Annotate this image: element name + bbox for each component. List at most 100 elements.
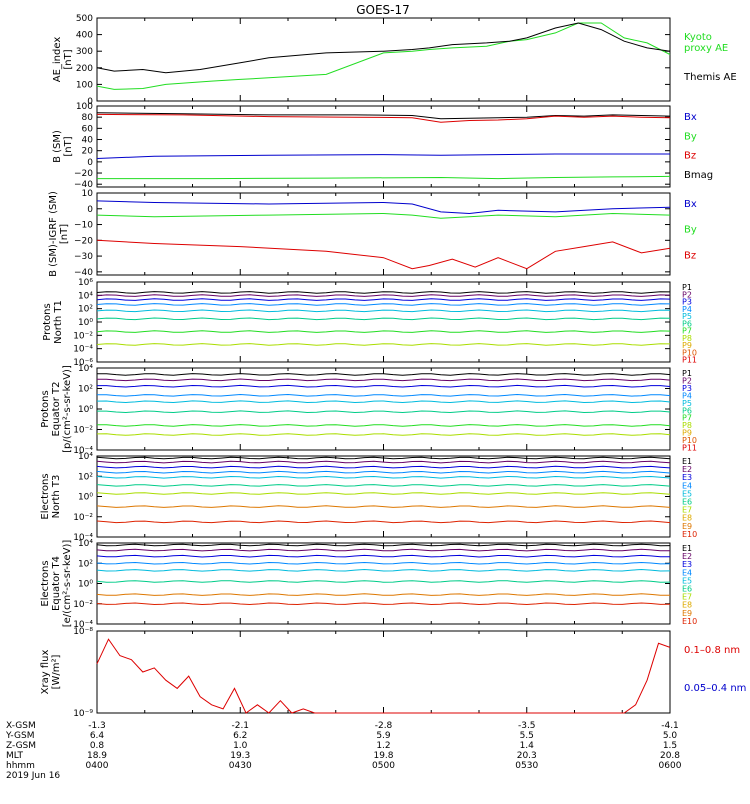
y-tick-label: 200 bbox=[76, 64, 93, 74]
y-tick-label: 10⁻² bbox=[73, 513, 93, 523]
panel-frame bbox=[96, 105, 671, 188]
y-axis-label-line: Xray flux bbox=[40, 650, 51, 695]
table-cell-z-gsm: 1.2 bbox=[376, 741, 390, 751]
series-line-e2 bbox=[96, 548, 671, 552]
series-line-p2 bbox=[97, 378, 671, 382]
series-line-p6 bbox=[96, 317, 671, 321]
table-cell-y-gsm: 6.4 bbox=[90, 731, 105, 741]
series-line-e6 bbox=[96, 484, 671, 487]
table-cell-x-gsm: -3.5 bbox=[518, 721, 536, 731]
series-line-bz bbox=[96, 113, 671, 123]
y-tick-label: 10⁻⁶ bbox=[73, 358, 93, 368]
legend-entry: P11 bbox=[682, 356, 697, 365]
series-line-e10 bbox=[96, 520, 671, 524]
y-tick-label: −40 bbox=[74, 180, 93, 190]
panel-frame bbox=[96, 281, 671, 363]
y-axis-label-line: Protons bbox=[42, 303, 53, 340]
row-label: Y-GSM bbox=[5, 731, 34, 741]
legend-entry: E1 bbox=[682, 544, 692, 553]
legend-entry: P5 bbox=[682, 399, 692, 408]
series-line-bx bbox=[96, 200, 671, 215]
y-tick-label: 10² bbox=[78, 472, 93, 482]
y-axis-label-line: [W/m²] bbox=[51, 654, 62, 689]
series-line-e1 bbox=[96, 543, 671, 547]
y-tick-label: 10⁶ bbox=[78, 278, 93, 288]
y-axis-label-line: North T1 bbox=[53, 300, 64, 344]
series-line-p6 bbox=[97, 410, 671, 414]
y-axis-label-line: [nT] bbox=[59, 224, 70, 244]
y-tick-label: 10⁻⁸ bbox=[73, 627, 93, 637]
y-tick-label: 100 bbox=[76, 102, 93, 112]
y-axis-label-line: B (SM)-IGRF (SM) bbox=[48, 191, 59, 277]
table-cell-y-gsm: 5.9 bbox=[376, 731, 391, 741]
table-cell-z-gsm: 0.8 bbox=[90, 741, 105, 751]
figure-title: GOES-17 bbox=[356, 3, 410, 17]
y-tick-label: 10⁻⁹ bbox=[73, 709, 93, 719]
legend-entry: P7 bbox=[682, 327, 692, 336]
table-cell-hhmm: 0430 bbox=[229, 761, 252, 771]
table-cell-mlt: 20.3 bbox=[517, 751, 537, 761]
legend-entry: By bbox=[684, 131, 697, 142]
legend-entry: E4 bbox=[682, 568, 692, 577]
y-axis-label-line: Equator T4 bbox=[51, 556, 62, 611]
legend-entry: 0.1–0.8 nm bbox=[684, 645, 740, 656]
legend-entry: E3 bbox=[682, 560, 692, 569]
legend-entry: E9 bbox=[682, 609, 692, 618]
series-line-e4 bbox=[96, 561, 671, 565]
panel-frame bbox=[96, 17, 671, 102]
series-line-p4 bbox=[97, 393, 671, 397]
legend-entry: P10 bbox=[682, 348, 697, 357]
row-label: X-GSM bbox=[6, 721, 36, 731]
y-tick-label: 10² bbox=[78, 559, 93, 569]
legend-entry: By bbox=[684, 225, 697, 236]
legend-entry: E2 bbox=[682, 552, 692, 561]
legend-entry: E10 bbox=[682, 617, 697, 626]
y-tick-label: 300 bbox=[76, 47, 93, 57]
legend-entry: Bx bbox=[684, 199, 697, 210]
y-tick-label: 10⁰ bbox=[78, 580, 93, 590]
legend-entry: E6 bbox=[682, 585, 692, 594]
y-tick-label: 0 bbox=[87, 97, 93, 107]
y-tick-label: 10⁴ bbox=[78, 539, 93, 549]
legend-entry: Themis AE bbox=[683, 72, 737, 83]
row-label: Z-GSM bbox=[6, 741, 36, 751]
series-line-e9 bbox=[96, 505, 671, 508]
legend-entry: E7 bbox=[682, 506, 692, 515]
table-cell-z-gsm: 1.0 bbox=[233, 741, 248, 751]
y-tick-label: 10⁻⁴ bbox=[73, 533, 93, 543]
y-tick-label: −10 bbox=[74, 221, 93, 231]
series-line-kyoto-proxy-ae bbox=[96, 22, 671, 90]
y-tick-label: 400 bbox=[76, 31, 93, 41]
y-axis-label-line: Equator T2 bbox=[51, 382, 62, 437]
y-axis-label-line: Electrons bbox=[40, 473, 51, 519]
y-axis-label: ProtonsEquator T2[p/(cm²-s-sr-keV)] bbox=[40, 365, 73, 453]
series-line-e10 bbox=[96, 602, 671, 606]
series-line-p5 bbox=[96, 400, 671, 404]
y-tick-label: 10⁰ bbox=[78, 493, 93, 503]
legend-entry: proxy AE bbox=[684, 43, 728, 54]
legend-entry: E9 bbox=[682, 522, 692, 531]
legend-entry: P4 bbox=[682, 305, 692, 314]
y-tick-label: 60 bbox=[82, 124, 94, 134]
legend-entry: 0.05–0.4 nm bbox=[684, 683, 746, 694]
series-line-bz bbox=[96, 239, 671, 270]
y-tick-label: −40 bbox=[74, 268, 93, 278]
legend-entry: P9 bbox=[682, 341, 692, 350]
legend-entry: E5 bbox=[682, 489, 692, 498]
y-tick-label: −20 bbox=[74, 236, 93, 246]
series-line-e1 bbox=[96, 456, 671, 460]
legend-entry: P2 bbox=[682, 290, 692, 299]
table-cell-x-gsm: -1.3 bbox=[88, 721, 106, 731]
y-tick-label: 10⁻⁴ bbox=[73, 446, 93, 456]
y-axis-label: ElectronsEquator T4[e/(cm²-s-sr-keV)] bbox=[40, 540, 73, 628]
legend-entry: E1 bbox=[682, 457, 692, 466]
legend-entry: E10 bbox=[682, 530, 697, 539]
y-axis-label-line: North T3 bbox=[51, 475, 62, 519]
table-cell-mlt: 19.8 bbox=[373, 751, 393, 761]
row-label: hhmm bbox=[6, 761, 35, 771]
